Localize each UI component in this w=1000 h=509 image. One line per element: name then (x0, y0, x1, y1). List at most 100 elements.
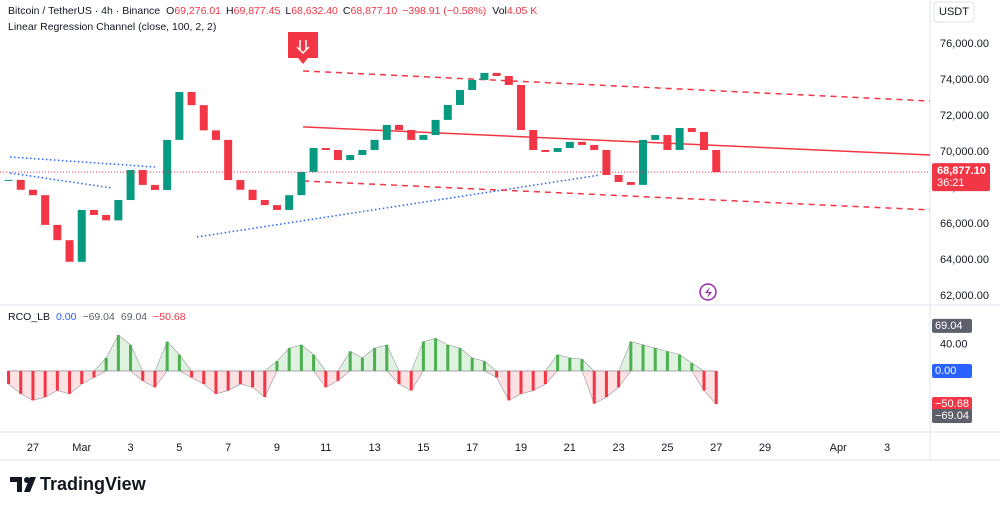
candle (492, 72, 501, 76)
osc-bar (68, 370, 72, 394)
marker-arrow (296, 40, 310, 55)
level-tag (932, 397, 972, 412)
x-tick-label: 29 (759, 442, 771, 454)
price-tag-label: 68,877.10 (937, 165, 986, 177)
y-tick-label: 66,000.00 (940, 218, 989, 230)
candle (224, 139, 233, 181)
volume-label: Vol (492, 5, 507, 17)
marker-shape (288, 32, 318, 64)
osc-bar (226, 370, 230, 391)
x-tick-label: 5 (176, 442, 182, 454)
osc-bar (202, 370, 206, 385)
level-tag-label: 69.04 (935, 320, 963, 332)
osc-bar (251, 370, 255, 388)
osc-bar (153, 370, 157, 388)
currency-box[interactable] (933, 1, 975, 23)
osc-bar (446, 344, 450, 371)
symbol: Bitcoin / TetherUS · 4h · Binance (8, 5, 160, 17)
candle (138, 169, 147, 185)
candle (407, 129, 416, 140)
osc-bar (604, 370, 608, 398)
candle (16, 179, 25, 190)
osc-bar (324, 370, 328, 388)
logo (10, 477, 36, 492)
candle (663, 135, 672, 150)
osc-bar (678, 354, 682, 371)
candle (285, 195, 294, 210)
ohlc-value: 68,877.10 (351, 5, 398, 17)
candle (126, 169, 135, 201)
price-tag (932, 163, 990, 192)
osc-bar (190, 370, 194, 378)
candle (504, 75, 513, 85)
candle (675, 128, 684, 150)
ohlc-label: C (343, 5, 351, 17)
candle (394, 124, 403, 130)
candle (199, 105, 208, 131)
osc-bar (507, 370, 511, 401)
candle (236, 180, 245, 190)
candle (309, 147, 318, 172)
x-tick-label: Mar (72, 442, 91, 454)
osc-bar (19, 370, 23, 394)
ohlc-label: O (166, 5, 174, 17)
level-tag-label: −50.68 (935, 398, 969, 410)
header-line: Bitcoin / TetherUS · 4h · Binance O69,276… (8, 5, 537, 17)
candle (480, 72, 489, 80)
ohlc-value: 69,276.01 (174, 5, 221, 17)
osc-bar (580, 359, 584, 371)
osc-bar (165, 341, 169, 371)
y-tick-label: 72,000.00 (940, 110, 989, 122)
channel-lower (303, 180, 931, 211)
candle (700, 131, 709, 150)
osc-bar (592, 370, 596, 404)
brand: TradingView (40, 474, 147, 494)
osc-bar (458, 348, 462, 371)
candle (28, 189, 37, 196)
candle (565, 141, 574, 148)
candle (468, 79, 477, 91)
osc-bar (397, 370, 401, 385)
icon-circle (699, 283, 717, 301)
osc-bar (641, 344, 645, 371)
change: −398.91 (−0.58%) (402, 5, 486, 17)
y-tick-label: 62,000.00 (940, 290, 989, 302)
osc-bar (7, 370, 11, 385)
countdown: 36:21 (937, 177, 965, 189)
ohlc-label: H (226, 5, 234, 17)
osc-bar (299, 344, 303, 371)
candle (297, 171, 306, 196)
logo-dot (24, 477, 30, 483)
x-tick-label: 3 (884, 442, 890, 454)
osc-bar (409, 370, 413, 391)
volume: 4.05 K (507, 5, 537, 17)
x-tick-label: 25 (661, 442, 673, 454)
osc-bar (482, 361, 486, 371)
osc-bar (714, 370, 718, 405)
level-tag (932, 409, 972, 424)
osc-bar (92, 370, 96, 378)
osc-bar (495, 370, 499, 378)
osc-bar (373, 348, 377, 371)
ohlc-label: L (285, 5, 291, 17)
osc-bar (80, 370, 84, 385)
candle (260, 200, 269, 206)
osc-bar (690, 363, 694, 371)
candle (77, 209, 86, 262)
osc-area-down (8, 370, 717, 405)
candle (102, 214, 111, 221)
candle (626, 182, 635, 185)
osc-bar (31, 370, 35, 401)
osc-bar (665, 351, 669, 371)
y-tick-label: 40.00 (940, 339, 968, 351)
x-tick-label: 15 (417, 442, 429, 454)
candle (529, 129, 538, 150)
candle (712, 149, 721, 173)
icon-bolt (705, 287, 712, 298)
candle (175, 92, 184, 140)
osc-name: RCO_LB (8, 311, 50, 323)
osc-bar (543, 370, 547, 385)
osc-bar (519, 370, 523, 394)
